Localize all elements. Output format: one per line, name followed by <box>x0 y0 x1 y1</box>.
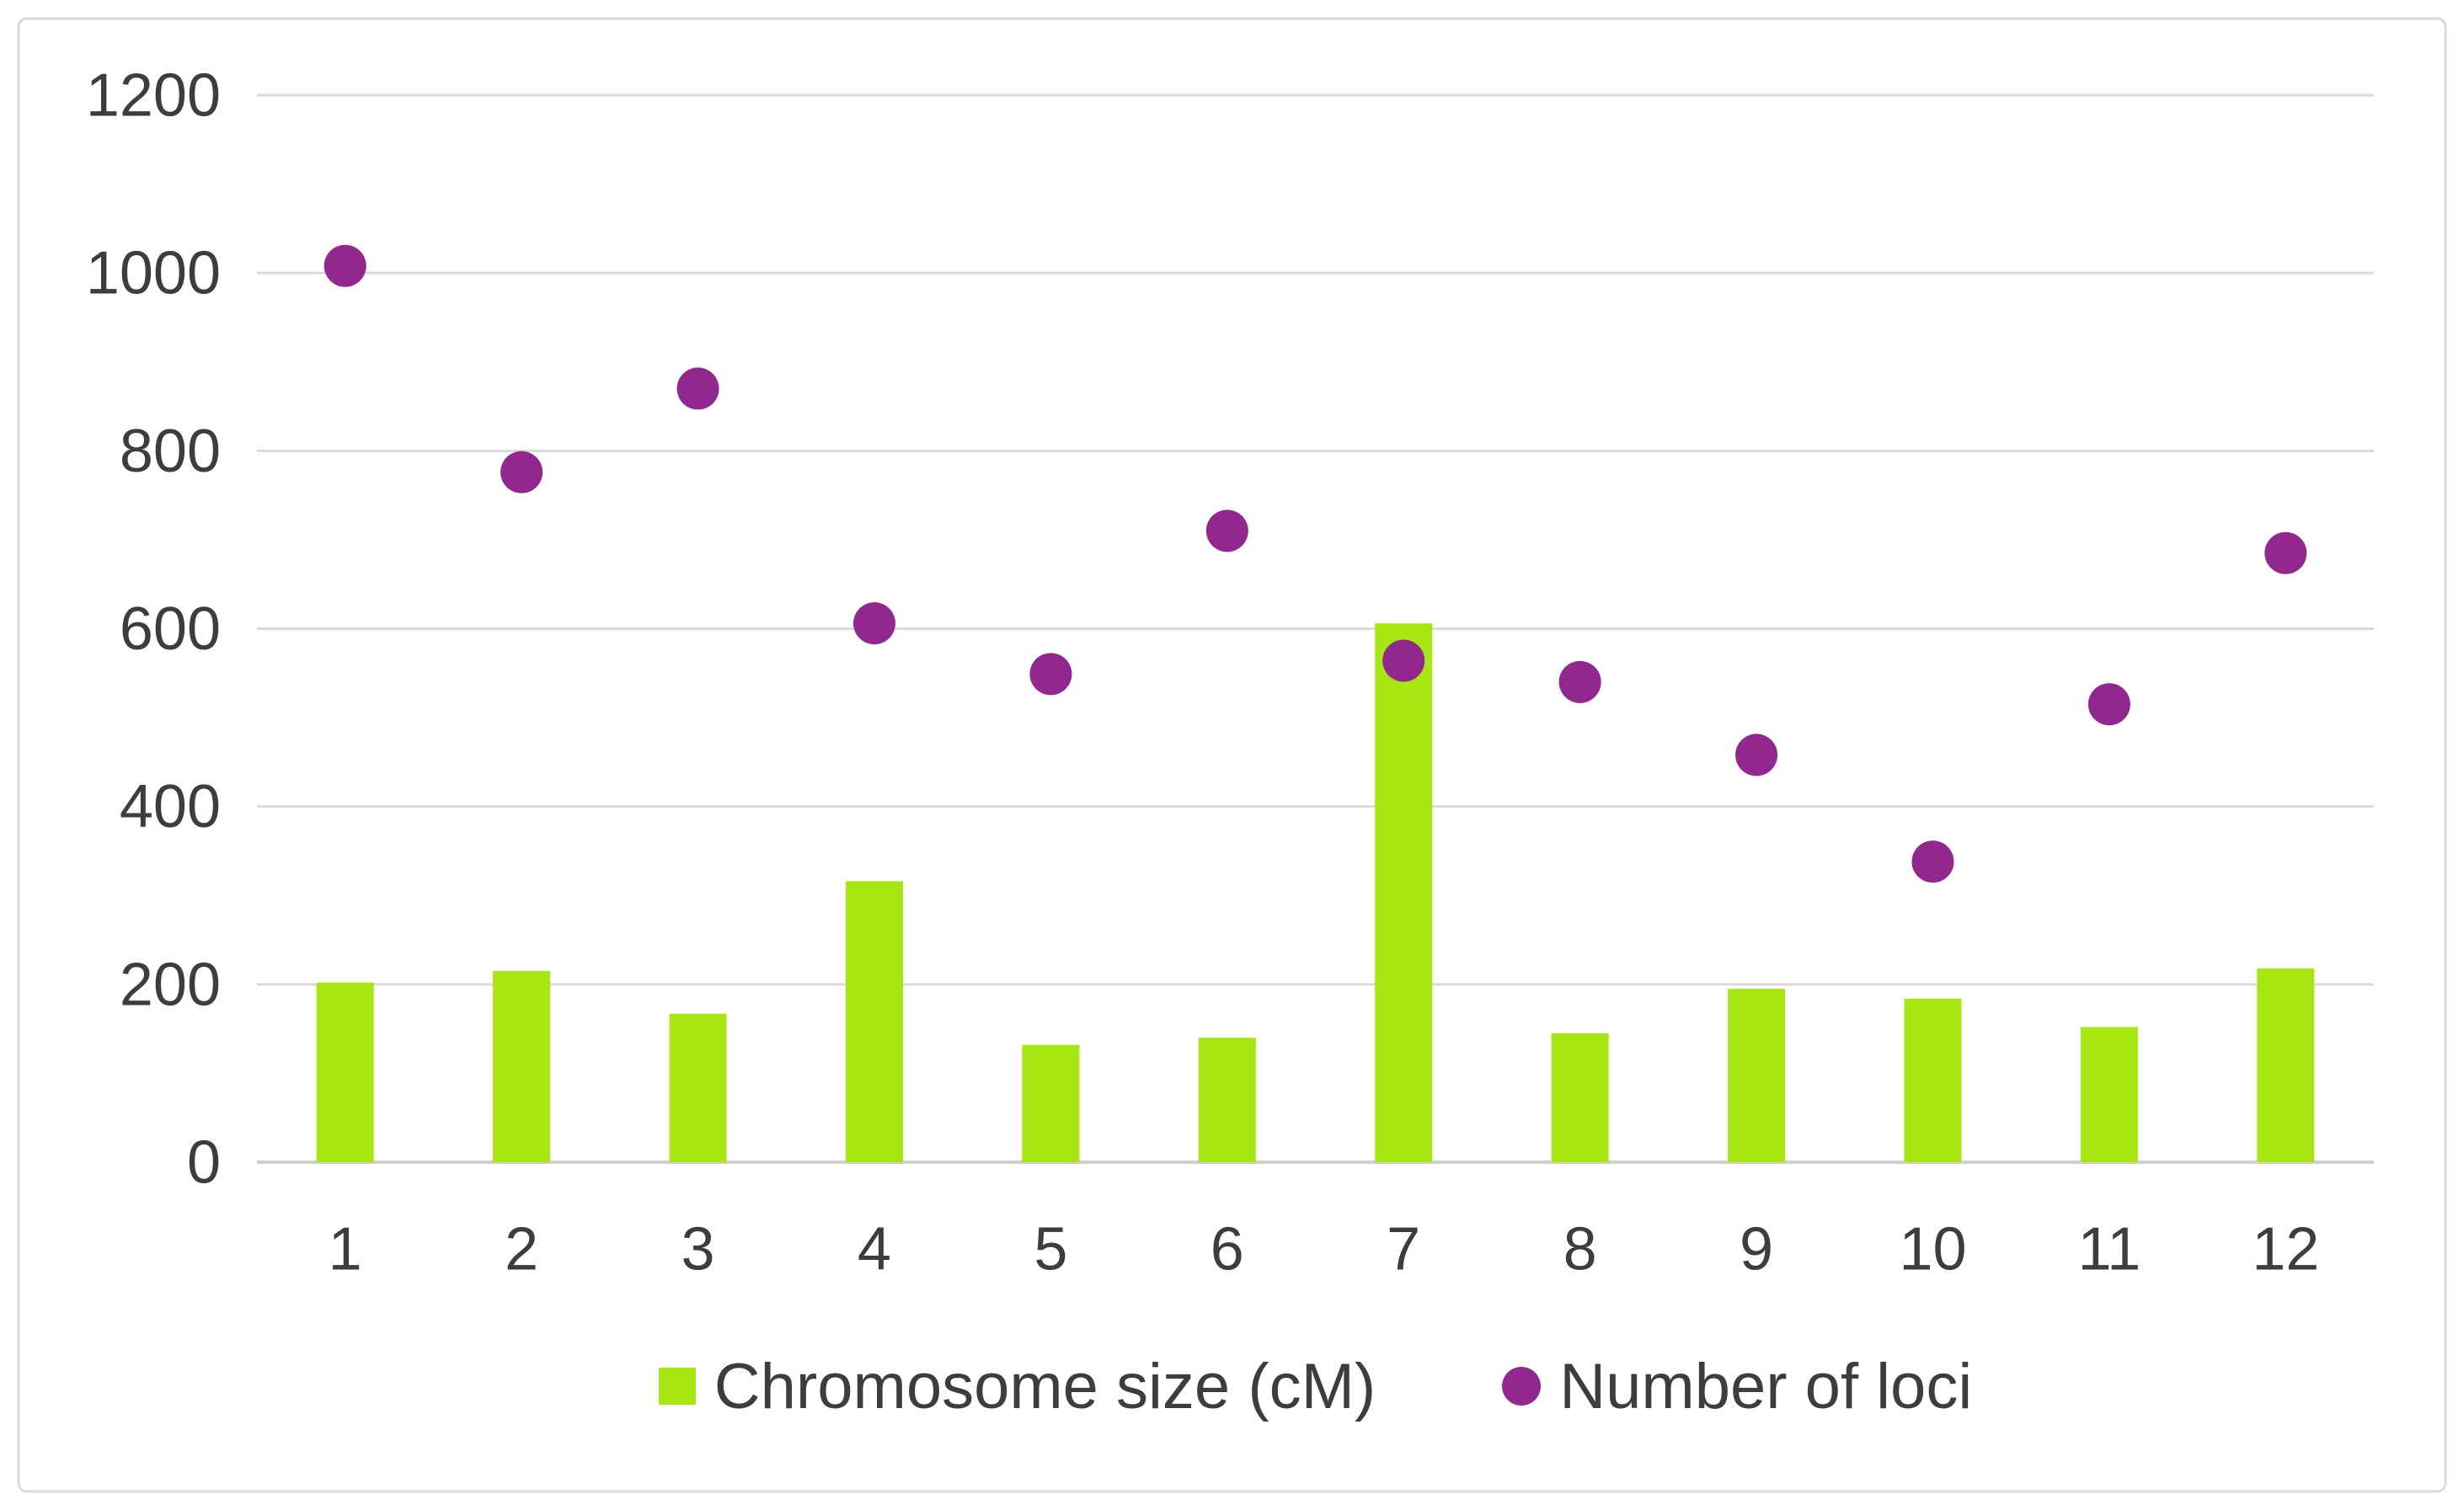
y-tick-label: 200 <box>120 951 221 1018</box>
legend-label-number-of-loci: Number of loci <box>1559 1350 1973 1422</box>
x-tick-label: 11 <box>2078 1215 2141 1283</box>
bar-chromosome-1 <box>316 982 374 1162</box>
x-axis-tick-labels: 1 2 3 4 5 6 7 8 9 10 11 12 <box>329 1215 2320 1283</box>
bar-chromosome-12 <box>2257 968 2315 1162</box>
point-chromosome-9 <box>1735 734 1778 776</box>
y-axis-tick-labels: 0 200 400 600 800 1000 1200 <box>86 61 221 1196</box>
y-tick-label: 600 <box>120 595 221 663</box>
legend-item-chromosome-size: Chromosome size (cM) <box>658 1350 1376 1423</box>
y-tick-label: 800 <box>120 418 221 485</box>
chart-area-border <box>17 17 2447 1493</box>
x-tick-label: 9 <box>1740 1215 1773 1283</box>
x-tick-label: 6 <box>1211 1215 1244 1283</box>
point-chromosome-4 <box>853 602 895 645</box>
bar-chromosome-4 <box>845 881 903 1162</box>
scatter-series-swatch-icon <box>1502 1367 1542 1406</box>
bar-chromosome-10 <box>1904 998 1962 1162</box>
legend-item-number-of-loci: Number of loci <box>1502 1350 1972 1423</box>
x-tick-label: 5 <box>1034 1215 1067 1283</box>
bar-chromosome-11 <box>2080 1027 2138 1162</box>
bar-series-group <box>316 623 2315 1162</box>
point-chromosome-10 <box>1911 840 1954 883</box>
point-chromosome-11 <box>2087 683 2130 726</box>
point-chromosome-7 <box>1382 639 1425 682</box>
x-tick-label: 8 <box>1563 1215 1597 1283</box>
y-tick-label: 0 <box>187 1128 221 1196</box>
point-chromosome-8 <box>1558 660 1601 703</box>
bar-chromosome-3 <box>669 1013 727 1162</box>
x-tick-label: 12 <box>2252 1215 2319 1283</box>
y-tick-label: 1200 <box>86 61 221 129</box>
point-chromosome-5 <box>1029 653 1072 696</box>
bar-chromosome-8 <box>1551 1032 1609 1162</box>
gridlines-group <box>257 93 2374 1164</box>
bar-chromosome-6 <box>1198 1038 1256 1162</box>
scatter-series-group <box>323 244 2307 883</box>
x-tick-label: 10 <box>1899 1215 1966 1283</box>
bar-series-swatch-icon <box>658 1368 696 1405</box>
bar-chromosome-5 <box>1022 1044 1080 1162</box>
point-chromosome-3 <box>676 367 719 410</box>
x-tick-label: 1 <box>329 1215 362 1283</box>
x-tick-label: 3 <box>681 1215 715 1283</box>
point-chromosome-6 <box>1205 510 1248 552</box>
x-tick-label: 4 <box>858 1215 891 1283</box>
point-chromosome-1 <box>323 244 366 287</box>
x-tick-label: 7 <box>1387 1215 1420 1283</box>
bar-chromosome-2 <box>493 970 551 1162</box>
chart-legend: Chromosome size (cM) Number of loci <box>257 1346 2374 1427</box>
y-tick-label: 1000 <box>86 240 221 307</box>
point-chromosome-12 <box>2264 531 2307 574</box>
point-chromosome-2 <box>500 451 543 494</box>
bar-chromosome-9 <box>1728 989 1786 1162</box>
bar-chromosome-7 <box>1375 623 1433 1162</box>
x-tick-label: 2 <box>505 1215 538 1283</box>
y-tick-label: 400 <box>120 773 221 840</box>
legend-label-chromosome-size: Chromosome size (cM) <box>714 1350 1376 1422</box>
